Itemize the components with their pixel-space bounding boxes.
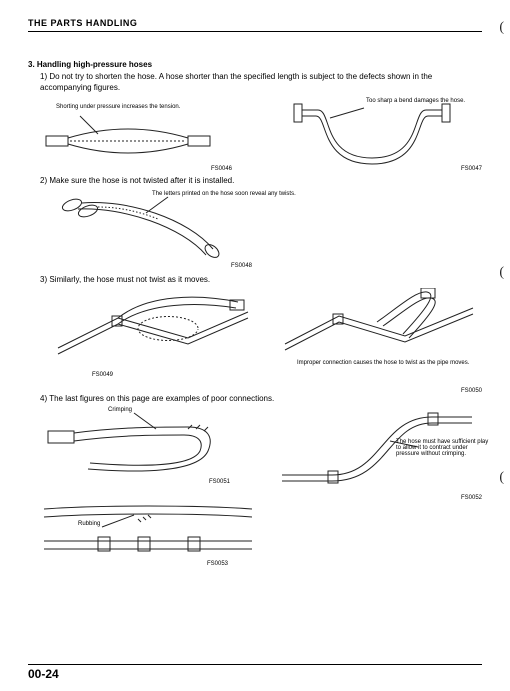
fig-fs0050: Improper connection causes the hose to t… xyxy=(277,288,482,388)
fig-fs0051-caption: Crimping xyxy=(108,407,132,413)
page: THE PARTS HANDLING ( ( ( 3. Handling hig… xyxy=(0,0,510,691)
hose-sharp-bend-icon xyxy=(272,98,482,170)
fig-row-3: FS0049 Improper connection causes the ho… xyxy=(28,288,482,388)
fig-row-2: The letters printed on the hose soon rev… xyxy=(28,189,482,269)
fig-fs0048-code: FS0048 xyxy=(231,263,252,269)
page-number: 00-24 xyxy=(28,664,482,681)
hose-twist-letters-icon xyxy=(48,189,268,269)
fig-fs0052: The hose must have sufficient play to al… xyxy=(272,407,482,495)
header-rule xyxy=(28,31,482,32)
fig-fs0053-code: FS0053 xyxy=(207,561,228,567)
fig-row-4a: Crimping FS0051 The hose must have suffi… xyxy=(28,407,482,495)
fig-fs0051-code: FS0051 xyxy=(209,479,230,485)
fig-fs0048-caption: The letters printed on the hose soon rev… xyxy=(152,191,312,197)
fig-fs0046: Shorting under pressure increases the te… xyxy=(28,98,238,170)
fig-fs0046-code: FS0046 xyxy=(211,166,232,172)
item-2-text: 2) Make sure the hose is not twisted aft… xyxy=(40,176,482,185)
binding-mark-2: ( xyxy=(499,265,504,281)
hose-move-ok-icon xyxy=(48,288,253,378)
fig-fs0047-caption: Too sharp a bend damages the hose. xyxy=(366,98,466,104)
item-3-text: 3) Similarly, the hose must not twist as… xyxy=(40,275,482,284)
fig-row-4b: Rubbing FS0053 xyxy=(28,501,482,565)
fig-fs0053: Rubbing FS0053 xyxy=(38,501,258,565)
item-1-text: 1) Do not try to shorten the hose. A hos… xyxy=(40,72,482,94)
page-header-title: THE PARTS HANDLING xyxy=(28,18,482,28)
binding-mark-3: ( xyxy=(499,470,504,486)
hose-rubbing-icon xyxy=(38,501,258,565)
fig-fs0049-code: FS0049 xyxy=(92,372,113,378)
fig-fs0050-code: FS0050 xyxy=(461,388,482,394)
hose-move-twist-icon xyxy=(277,288,482,370)
fig-fs0050-caption: Improper connection causes the hose to t… xyxy=(297,360,477,366)
fig-fs0053-caption: Rubbing xyxy=(78,521,100,527)
fig-fs0047-code: FS0047 xyxy=(461,166,482,172)
binding-mark-1: ( xyxy=(499,20,504,36)
fig-fs0047: Too sharp a bend damages the hose. FS004… xyxy=(272,98,482,170)
fig-fs0046-caption: Shorting under pressure increases the te… xyxy=(56,104,180,110)
fig-row-1: Shorting under pressure increases the te… xyxy=(28,98,482,170)
item-4-text: 4) The last figures on this page are exa… xyxy=(40,394,482,403)
fig-fs0048: The letters printed on the hose soon rev… xyxy=(48,189,268,269)
fig-fs0052-code: FS0052 xyxy=(461,495,482,501)
fig-fs0049: FS0049 xyxy=(48,288,253,378)
hose-crimping-icon xyxy=(38,407,248,485)
section-title: 3. Handling high-pressure hoses xyxy=(28,60,482,69)
fig-fs0052-caption: The hose must have sufficient play to al… xyxy=(396,439,492,457)
fig-fs0051: Crimping FS0051 xyxy=(38,407,248,485)
